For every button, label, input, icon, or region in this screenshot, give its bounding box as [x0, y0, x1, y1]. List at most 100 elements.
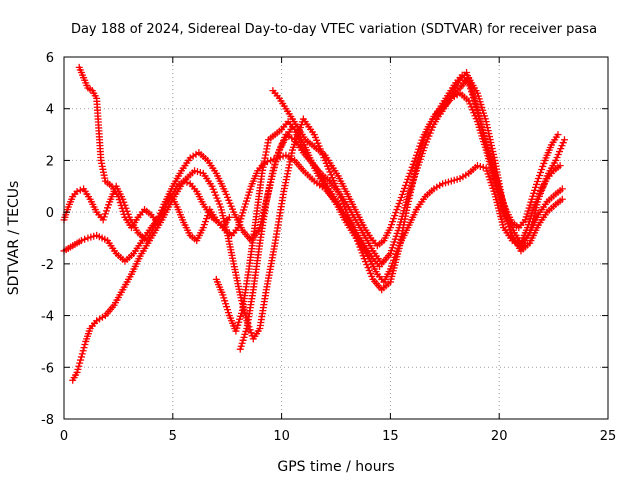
data-point	[100, 213, 108, 221]
data-point	[404, 175, 412, 183]
data-point	[414, 148, 422, 156]
y-tick-label: -4	[41, 310, 54, 325]
data-point	[77, 237, 85, 245]
data-point	[393, 206, 401, 214]
data-point	[77, 353, 85, 361]
data-point	[498, 197, 506, 205]
data-point	[80, 344, 88, 352]
data-point	[158, 206, 166, 214]
data-point	[409, 160, 417, 168]
data-point	[558, 195, 566, 203]
data-point	[410, 157, 418, 165]
y-tick-label: 4	[46, 103, 54, 118]
data-point	[534, 175, 542, 183]
data-point	[203, 215, 211, 223]
data-point	[497, 193, 505, 201]
x-tick-label: 0	[60, 429, 68, 444]
data-point	[398, 190, 406, 198]
data-point	[201, 218, 209, 226]
data-point	[101, 210, 109, 218]
y-tick-label: 0	[46, 206, 54, 221]
series-4	[75, 63, 233, 245]
data-point	[397, 193, 405, 201]
data-point	[399, 187, 407, 195]
x-tick-label: 5	[169, 429, 177, 444]
series-2	[69, 74, 568, 384]
data-point	[403, 178, 411, 186]
data-point	[537, 168, 545, 176]
x-tick-label: 25	[600, 429, 617, 444]
axis-ticks: 0 5 10 15 20 25 -8 -6 -4 -2 0 2 4 6	[41, 51, 616, 444]
y-tick-label: -8	[41, 413, 54, 428]
data-point	[105, 201, 113, 209]
data-point	[157, 209, 165, 217]
data-point	[402, 181, 410, 189]
data-point	[405, 172, 413, 180]
data-point	[154, 218, 162, 226]
data-point	[417, 139, 425, 147]
plot-frame	[63, 56, 609, 420]
data-point	[387, 221, 395, 229]
data-point	[159, 203, 167, 211]
x-tick-label: 15	[382, 429, 399, 444]
data-point	[540, 159, 548, 167]
chart-title: Day 188 of 2024, Sidereal Day-to-day VTE…	[71, 22, 597, 37]
data-point	[204, 212, 212, 220]
data-point	[199, 224, 207, 232]
x-tick-label: 10	[273, 429, 290, 444]
data-point	[391, 212, 399, 220]
data-point	[225, 213, 233, 221]
data-point	[500, 200, 508, 208]
data-point	[267, 156, 275, 164]
data-point	[396, 197, 404, 205]
data-point	[392, 209, 400, 217]
data-point	[556, 162, 564, 170]
y-tick-label: 2	[46, 154, 54, 169]
y-axis-label: SDTVAR / TECUs	[6, 181, 22, 296]
grid	[64, 57, 608, 419]
data-point	[390, 215, 398, 223]
data-point	[538, 165, 546, 173]
data-point	[79, 347, 87, 355]
data-point	[76, 186, 84, 194]
data-point	[73, 368, 81, 376]
data-point	[104, 204, 112, 212]
data-point	[495, 187, 503, 195]
data-point	[247, 329, 255, 337]
data-point	[73, 187, 81, 195]
data-point	[156, 212, 164, 220]
y-tick-label: -6	[41, 361, 54, 376]
data-point	[415, 145, 423, 153]
data-point	[389, 218, 397, 226]
data-point	[155, 215, 163, 223]
data-point	[99, 216, 107, 224]
x-tick-label: 20	[491, 429, 508, 444]
data-point	[411, 154, 419, 162]
data-point	[418, 136, 426, 144]
data-point	[246, 326, 254, 334]
data-point	[539, 162, 547, 170]
data-point	[416, 142, 424, 150]
data-point	[376, 262, 384, 270]
data-point	[554, 131, 562, 139]
data-point	[535, 172, 543, 180]
data-point	[407, 166, 415, 174]
series-7	[236, 123, 375, 353]
data-point	[406, 169, 414, 177]
series-line	[72, 76, 566, 381]
data-point	[81, 341, 89, 349]
data-point	[496, 190, 504, 198]
data-point	[408, 163, 416, 171]
data-point	[560, 136, 568, 144]
data-point	[74, 365, 82, 373]
data-point	[183, 178, 191, 186]
data-point	[76, 359, 84, 367]
data-series	[60, 63, 568, 384]
data-point	[489, 147, 497, 155]
data-point	[558, 185, 566, 193]
x-axis-label: GPS time / hours	[277, 459, 394, 475]
data-point	[395, 200, 403, 208]
data-point	[102, 207, 110, 215]
y-tick-label: 6	[46, 51, 54, 66]
data-point	[401, 184, 409, 192]
